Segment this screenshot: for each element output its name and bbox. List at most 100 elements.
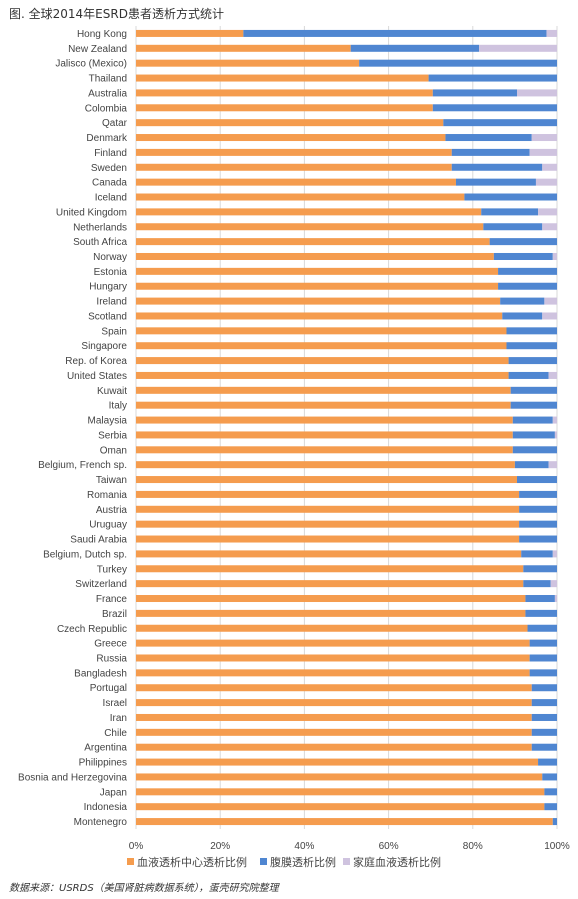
bar-segment bbox=[554, 595, 557, 603]
category-label: Argentina bbox=[84, 743, 127, 754]
bar-segment bbox=[136, 297, 501, 305]
bar-segment bbox=[136, 29, 244, 37]
bar-segment bbox=[136, 44, 351, 52]
bar-segment bbox=[479, 44, 557, 52]
legend: 血液透析中心透析比例 腹膜透析比例 家庭血液透析比例 bbox=[127, 855, 441, 869]
bar-segment bbox=[531, 134, 557, 142]
bar-segment bbox=[136, 535, 520, 543]
bar-segment bbox=[550, 580, 557, 588]
bar-segment bbox=[136, 713, 532, 721]
legend-label: 腹膜透析比例 bbox=[270, 855, 336, 869]
bar-segment bbox=[531, 728, 557, 736]
bar-segment bbox=[552, 252, 557, 260]
bar-segment bbox=[136, 639, 530, 647]
bar-segment bbox=[542, 163, 557, 171]
bar-segment bbox=[136, 416, 513, 424]
bar-segment bbox=[136, 728, 532, 736]
bar-segment bbox=[531, 713, 557, 721]
category-label: Austria bbox=[96, 505, 128, 516]
category-label: Denmark bbox=[86, 133, 128, 144]
category-label: Turkey bbox=[97, 564, 127, 575]
bar-segment bbox=[136, 386, 511, 394]
bar-segment bbox=[548, 371, 557, 379]
category-label: Czech Republic bbox=[57, 624, 127, 635]
bar-segment bbox=[136, 208, 482, 216]
category-label: Chile bbox=[104, 728, 127, 739]
category-label: Norway bbox=[93, 252, 127, 263]
bar-segment bbox=[136, 119, 444, 127]
category-label: Italy bbox=[109, 401, 127, 412]
bar-segment bbox=[136, 699, 532, 707]
category-label: Switzerland bbox=[75, 579, 127, 590]
bar-segment bbox=[451, 148, 530, 156]
bar-segment bbox=[136, 252, 494, 260]
category-label: Portugal bbox=[90, 683, 127, 694]
category-label: Malaysia bbox=[88, 416, 128, 427]
category-label: Romania bbox=[87, 490, 127, 501]
bar-segment bbox=[544, 297, 557, 305]
bar-segment bbox=[136, 223, 484, 231]
category-label: Belgium, Dutch sp. bbox=[43, 549, 127, 560]
bar-segment bbox=[432, 104, 557, 112]
bar-segment bbox=[519, 535, 557, 543]
bar-segment bbox=[498, 282, 557, 290]
bar-segment bbox=[546, 29, 557, 37]
category-label: Saudi Arabia bbox=[70, 535, 127, 546]
bar-segment bbox=[136, 342, 507, 350]
chart-title: 图. 全球2014年ESRD患者透析方式统计 bbox=[9, 7, 224, 21]
category-label: Bosnia and Herzegovina bbox=[18, 772, 127, 783]
category-label: Qatar bbox=[102, 118, 128, 129]
bar-segment bbox=[517, 89, 557, 97]
category-label: Colombia bbox=[85, 103, 128, 114]
bar-segment bbox=[519, 505, 557, 513]
bar-segment bbox=[538, 208, 557, 216]
bar-segment bbox=[531, 743, 557, 751]
bar-segment bbox=[428, 74, 557, 82]
bar-segment bbox=[512, 446, 557, 454]
category-label: Taiwan bbox=[96, 475, 127, 486]
bar-segment bbox=[136, 520, 520, 528]
category-label: Kuwait bbox=[97, 386, 127, 397]
category-label: Sweden bbox=[91, 163, 127, 174]
bar-segment bbox=[510, 386, 557, 394]
tick-label: 20% bbox=[210, 841, 230, 852]
category-label: Canada bbox=[92, 178, 127, 189]
bar-segment bbox=[552, 416, 557, 424]
category-labels: Hong Kong New Zealand Jalisco (Mexico) Thai… bbox=[18, 29, 128, 828]
bar-segment bbox=[525, 595, 555, 603]
category-label: Scotland bbox=[88, 311, 127, 322]
category-label: New Zealand bbox=[68, 44, 127, 55]
legend-label: 家庭血液透析比例 bbox=[353, 855, 441, 869]
bar-segment bbox=[136, 490, 520, 498]
legend-swatch bbox=[127, 858, 134, 865]
bar-segment bbox=[542, 312, 557, 320]
bar-segment bbox=[445, 134, 532, 142]
bar-segment bbox=[517, 476, 557, 484]
bar-segment bbox=[136, 446, 513, 454]
bar-segment bbox=[542, 773, 557, 781]
category-label: Spain bbox=[101, 326, 127, 337]
bar-segment bbox=[136, 327, 507, 335]
category-label: United Kingdom bbox=[56, 207, 127, 218]
bar-segment bbox=[432, 89, 518, 97]
bar-segment bbox=[519, 520, 557, 528]
tick-labels: 0% 20% 40% 60% 80% 100% bbox=[129, 841, 570, 852]
bar-segment bbox=[136, 476, 518, 484]
bar-segment bbox=[508, 371, 549, 379]
bar-segment bbox=[136, 609, 526, 617]
category-label: Japan bbox=[100, 787, 127, 798]
bar-segment bbox=[544, 788, 557, 796]
category-label: France bbox=[96, 594, 128, 605]
bar-segment bbox=[136, 74, 429, 82]
bar-segment bbox=[512, 416, 553, 424]
category-label: Netherlands bbox=[73, 222, 127, 233]
category-label: United States bbox=[67, 371, 127, 382]
legend-label: 血液透析中心透析比例 bbox=[137, 855, 247, 869]
bar-segment bbox=[136, 743, 532, 751]
bar-segment bbox=[527, 624, 557, 632]
bar-segment bbox=[136, 59, 360, 67]
category-label: Philippines bbox=[79, 758, 127, 769]
bar-segment bbox=[136, 163, 452, 171]
bar-segment bbox=[542, 223, 557, 231]
